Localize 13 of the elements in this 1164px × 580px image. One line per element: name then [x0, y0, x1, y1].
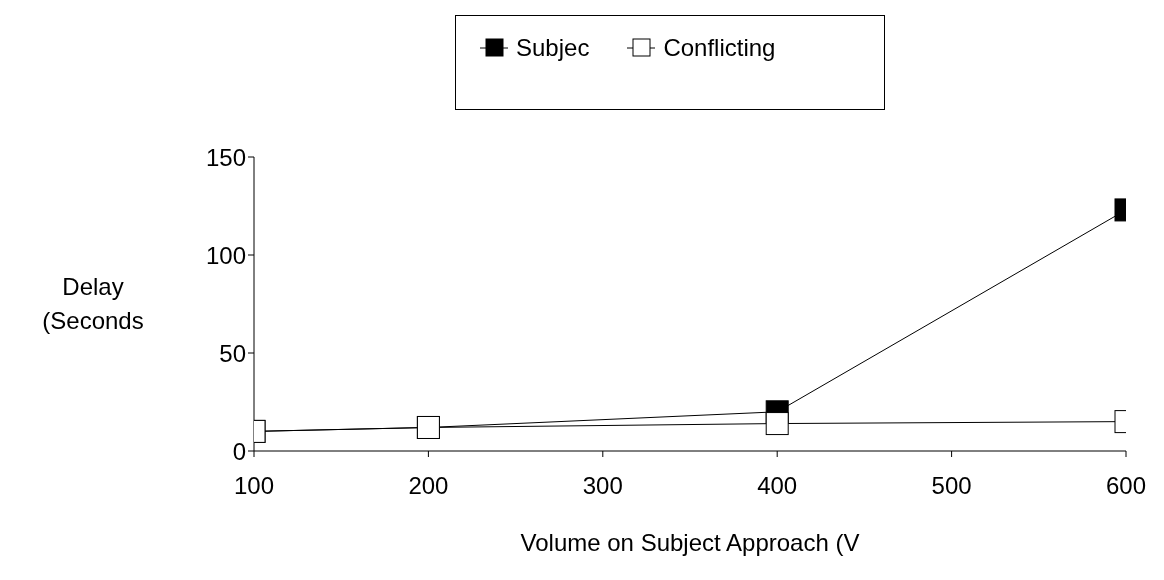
x-tick-label: 300	[582, 472, 623, 500]
legend-label: Subjec	[516, 33, 590, 62]
y-tick-label: 0	[232, 437, 246, 465]
x-tick-label: 400	[757, 472, 798, 500]
x-tick-label: 600	[1105, 472, 1147, 500]
x-tick-label: 500	[931, 472, 972, 500]
y-axis-title: Delay (Seconds	[41, 272, 145, 336]
y-tick-label: 100	[205, 241, 246, 269]
x-axis-title: Volume on Subject Approach (V	[520, 529, 860, 556]
x-tick-label: 200	[408, 472, 449, 500]
y-tick-label: 50	[219, 339, 246, 367]
legend-label: Conflicting	[663, 33, 776, 62]
y-tick-label: 150	[205, 143, 246, 171]
